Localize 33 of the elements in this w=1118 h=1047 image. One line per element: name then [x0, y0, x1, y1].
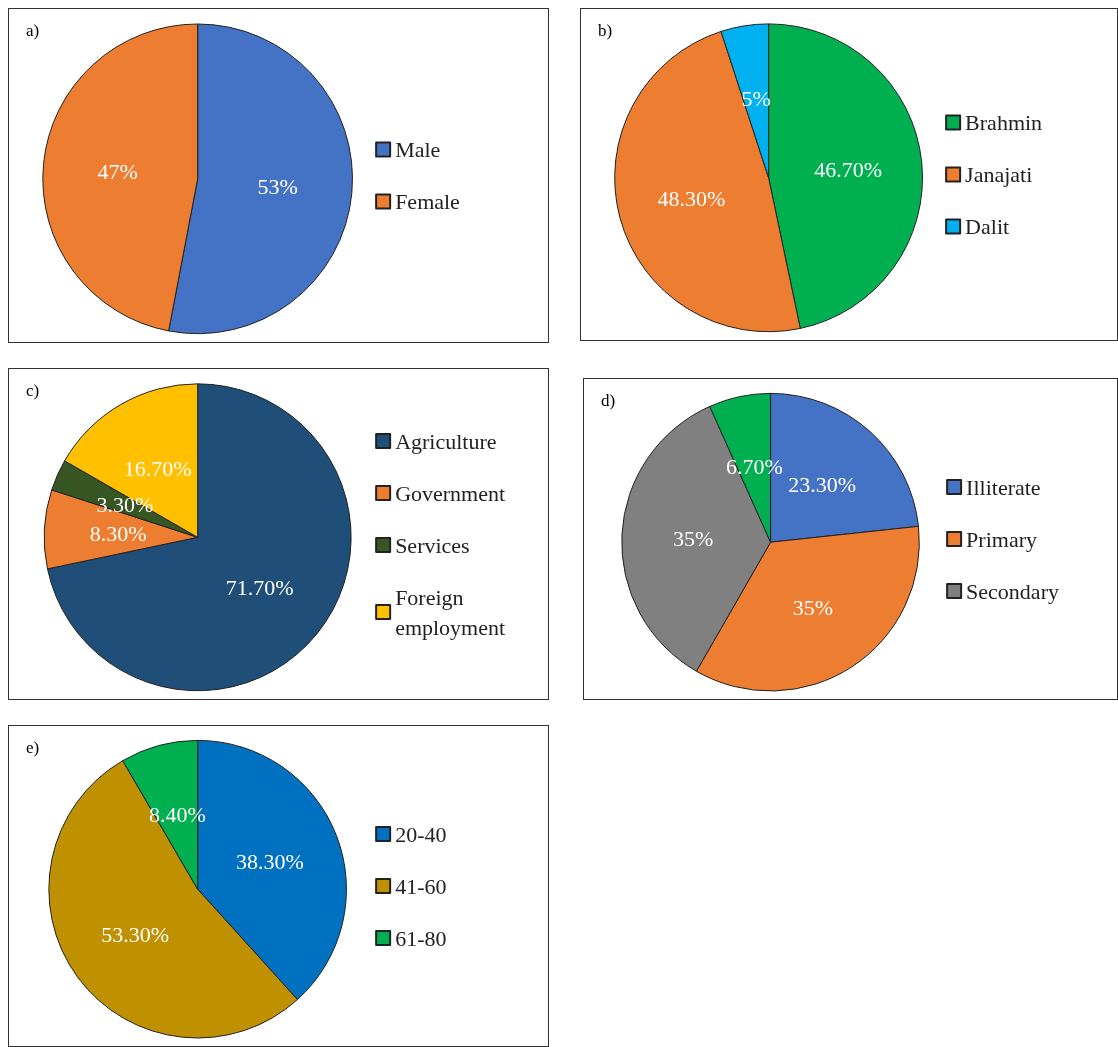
- data-label: 47%: [97, 158, 138, 184]
- legend-label: Primary: [966, 526, 1037, 552]
- chart-title: e): [26, 738, 40, 757]
- legend-label: Foreign employment: [395, 584, 506, 640]
- data-label: 6.70%: [725, 454, 783, 480]
- legend-label: Secondary: [966, 578, 1059, 604]
- legend-label: 41-60: [395, 873, 447, 899]
- legend-label: Government: [395, 480, 506, 506]
- legend-label: Services: [395, 532, 470, 558]
- data-label: 46.70%: [814, 157, 883, 183]
- chart-title: a): [26, 21, 40, 40]
- data-label: 71.70%: [225, 575, 294, 601]
- data-label: 8.30%: [89, 520, 147, 546]
- chart-title: b): [598, 21, 613, 40]
- data-label: 23.30%: [788, 472, 857, 498]
- legend-label: Agriculture: [395, 428, 497, 454]
- legend-label: Illiterate: [966, 474, 1041, 500]
- data-label: 53%: [257, 173, 298, 199]
- data-label: 53.30%: [101, 922, 170, 948]
- legend-label: Brahmin: [965, 110, 1043, 135]
- legend-label: 20-40: [395, 821, 447, 847]
- legend-label: Dalit: [965, 214, 1010, 239]
- legend-label: Female: [395, 189, 460, 214]
- data-label: 16.70%: [123, 455, 192, 481]
- legend-label: Janajati: [965, 162, 1033, 187]
- chart-title: d): [601, 391, 616, 410]
- legend-label: Male: [395, 137, 441, 162]
- data-label: 35%: [673, 525, 714, 551]
- data-label: 38.30%: [235, 848, 304, 874]
- chart-title: c): [26, 381, 40, 400]
- legend-label: 61-80: [395, 925, 447, 951]
- data-label: 48.30%: [657, 185, 726, 211]
- data-label: 35%: [792, 594, 833, 620]
